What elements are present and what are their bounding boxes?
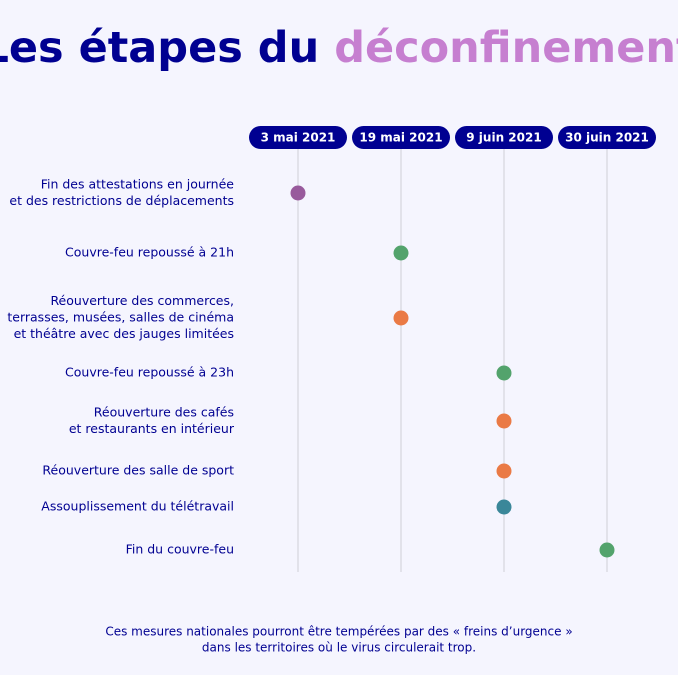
event-dot (496, 413, 512, 429)
event-label: Couvre-feu repoussé à 21h (65, 245, 234, 260)
title-part: Les étapes du (0, 23, 319, 73)
event-label: Assouplissement du télétravail (41, 499, 234, 514)
date-pill (249, 126, 347, 149)
event-dot (496, 365, 512, 381)
event-label: et des restrictions de déplacements (9, 193, 234, 208)
title-part: déconfinement (334, 23, 678, 73)
event-label: Réouverture des salle de sport (42, 463, 234, 478)
event-label: terrasses, musées, salles de cinéma (7, 310, 234, 325)
event-label: Couvre-feu repoussé à 23h (65, 365, 234, 380)
event-label: Réouverture des cafés (94, 404, 234, 419)
event-label: et restaurants en intérieur (69, 421, 235, 436)
event-label: Réouverture des commerces, (50, 293, 234, 308)
event-label: Fin du couvre-feu (126, 542, 234, 557)
event-label: Fin des attestations en journée (41, 176, 235, 191)
footer-line: Ces mesures nationales pourront être tem… (105, 625, 572, 639)
event-label: et théâtre avec des jauges limitées (14, 326, 234, 341)
date-pill (558, 126, 656, 149)
event-dot (393, 310, 409, 326)
event-dot (496, 499, 512, 515)
date-label: 30 juin 2021 (565, 131, 649, 145)
event-dot (599, 542, 615, 558)
date-pill (455, 126, 553, 149)
date-label: 19 mai 2021 (359, 131, 442, 145)
date-pill (352, 126, 450, 149)
event-dot (496, 463, 512, 479)
footer-line: dans les territoires où le virus circule… (202, 641, 476, 655)
event-dot (393, 245, 409, 261)
timeline: 3 mai 2021 Fin des attestations en journé… (7, 126, 656, 572)
event-dot (290, 185, 306, 201)
title: Les étapes du déconfinement (0, 23, 678, 73)
date-label: 9 juin 2021 (466, 131, 541, 145)
date-label: 3 mai 2021 (261, 131, 336, 145)
